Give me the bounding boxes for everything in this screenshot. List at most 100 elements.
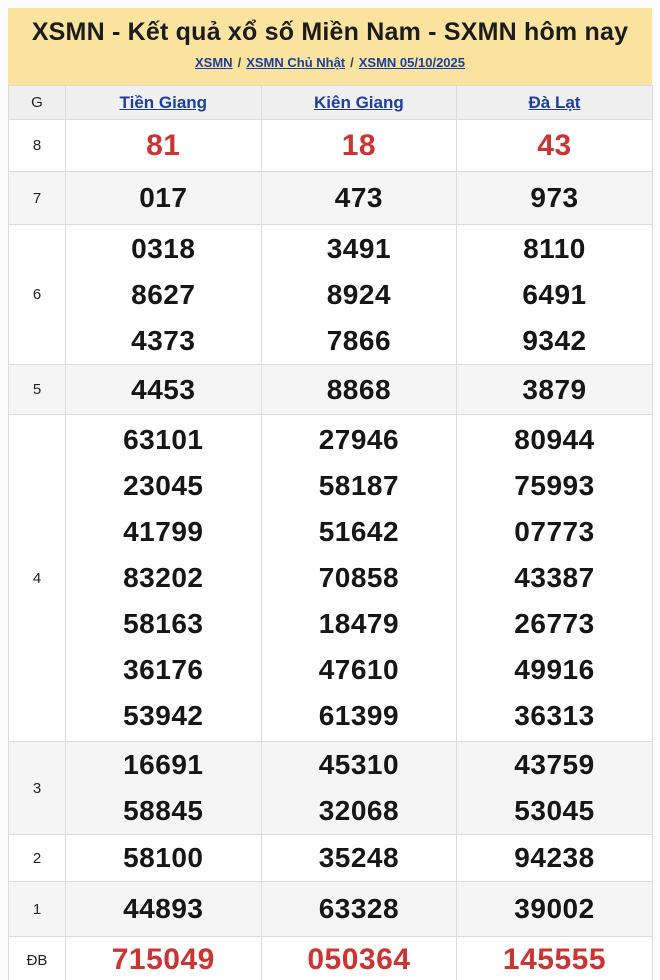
- prize-column-header: G: [8, 85, 66, 120]
- result-number: 43759: [514, 749, 595, 780]
- result-number: 58100: [123, 842, 204, 873]
- result-cell: 715049: [65, 936, 262, 980]
- table-header-row: G Tiền Giang Kiên Giang Đà Lạt: [8, 85, 653, 120]
- result-number: 47610: [318, 654, 400, 685]
- result-number: 715049: [111, 943, 215, 976]
- result-cell: 27946 58187 51642 70858 18479 47610 61399: [260, 414, 458, 742]
- prize-row-1: 1 44893 63328 39002: [8, 881, 653, 937]
- province-link-kien-giang[interactable]: Kiên Giang: [314, 92, 404, 112]
- result-cell: 4453: [65, 364, 262, 415]
- result-cell: 63328: [260, 881, 458, 937]
- breadcrumb-separator: /: [350, 54, 354, 70]
- prize-row-5: 5 4453 8868 3879: [8, 364, 653, 415]
- result-number: 9342: [522, 324, 587, 356]
- prize-label: 7: [8, 171, 66, 225]
- result-cell: 3879: [456, 364, 653, 415]
- result-cell: 145555: [456, 936, 653, 980]
- result-cell: 94238: [456, 834, 653, 882]
- result-cell: 8110 6491 9342: [456, 224, 653, 365]
- result-number: 050364: [307, 943, 411, 976]
- prize-label: ĐB: [8, 936, 66, 980]
- result-cell: 18: [260, 119, 458, 172]
- province-header: Đà Lạt: [456, 85, 653, 120]
- result-cell: 050364: [260, 936, 458, 980]
- result-number: 53942: [123, 700, 204, 731]
- prize-row-8: 8 81 18 43: [8, 119, 653, 172]
- result-number: 3491: [326, 232, 392, 264]
- prize-label: 5: [8, 364, 66, 415]
- result-number: 63328: [318, 893, 400, 924]
- result-number: 35248: [318, 842, 400, 873]
- result-cell: 81: [65, 119, 262, 172]
- result-number: 3879: [522, 373, 587, 405]
- province-header: Tiền Giang: [65, 85, 262, 120]
- result-header: XSMN - Kết quả xổ số Miền Nam - SXMN hôm…: [8, 8, 652, 85]
- result-number: 4373: [131, 324, 196, 356]
- prize-label: 3: [8, 741, 66, 835]
- result-cell: 3491 8924 7866: [260, 224, 458, 365]
- result-number: 58163: [123, 608, 204, 639]
- result-cell: 39002: [456, 881, 653, 937]
- result-number: 18479: [318, 608, 400, 639]
- prize-row-7: 7 017 473 973: [8, 171, 653, 225]
- result-number: 7866: [326, 324, 392, 356]
- result-cell: 44893: [65, 881, 262, 937]
- result-cell: 0318 8627 4373: [65, 224, 262, 365]
- result-number: 70858: [318, 562, 400, 593]
- result-number: 41799: [123, 516, 204, 547]
- result-number: 58845: [123, 795, 204, 826]
- breadcrumb-link-xsmn-date[interactable]: XSMN 05/10/2025: [358, 54, 465, 70]
- results-table: G Tiền Giang Kiên Giang Đà Lạt 8 81 18 43 7 0…: [8, 85, 653, 980]
- prize-row-2: 2 58100 35248 94238: [8, 834, 653, 882]
- result-cell: 45310 32068: [260, 741, 458, 835]
- result-number: 0318: [131, 232, 196, 264]
- result-number: 8110: [523, 232, 586, 264]
- result-number: 473: [334, 182, 383, 213]
- result-number: 16691: [123, 749, 204, 780]
- prize-label: 8: [8, 119, 66, 172]
- result-number: 26773: [514, 608, 595, 639]
- result-cell: 58100: [65, 834, 262, 882]
- breadcrumb: XSMN / XSMN Chủ Nhật / XSMN 05/10/2025: [8, 55, 652, 70]
- result-cell: 973: [456, 171, 653, 225]
- result-number: 61399: [318, 700, 400, 731]
- prize-row-4: 4 63101 23045 41799 83202 58163 36176 53942 2794…: [8, 414, 653, 742]
- result-cell: 473: [260, 171, 458, 225]
- result-number: 973: [530, 182, 579, 213]
- province-link-da-lat[interactable]: Đà Lạt: [528, 92, 581, 112]
- result-number: 32068: [318, 795, 400, 826]
- prize-row-6: 6 0318 8627 4373 3491 8924 7866 8110 6491 9342: [8, 224, 653, 365]
- result-number: 36313: [514, 700, 595, 731]
- breadcrumb-link-xsmn[interactable]: XSMN: [195, 54, 233, 70]
- result-number: 53045: [514, 795, 595, 826]
- result-number: 23045: [123, 470, 204, 501]
- result-cell: 8868: [260, 364, 458, 415]
- result-number: 63101: [123, 424, 204, 455]
- result-number: 83202: [123, 562, 204, 593]
- result-number: 27946: [318, 424, 400, 455]
- breadcrumb-link-xsmn-chu-nhat[interactable]: XSMN Chủ Nhật: [246, 54, 346, 70]
- result-number: 8627: [131, 278, 196, 310]
- result-number: 75993: [514, 470, 595, 501]
- result-number: 8868: [326, 373, 392, 405]
- result-number: 4453: [131, 373, 196, 405]
- province-link-tien-giang[interactable]: Tiền Giang: [119, 92, 208, 112]
- result-cell: 80944 75993 07773 43387 26773 49916 36313: [456, 414, 653, 742]
- result-cell: 43: [456, 119, 653, 172]
- result-number: 36176: [123, 654, 204, 685]
- result-number: 80944: [514, 424, 595, 455]
- result-number: 81: [146, 128, 181, 162]
- result-number: 45310: [318, 749, 400, 780]
- prize-label: 2: [8, 834, 66, 882]
- result-number: 017: [139, 182, 188, 213]
- result-number: 94238: [514, 842, 595, 873]
- result-number: 145555: [502, 943, 607, 976]
- result-number: 43387: [514, 562, 595, 593]
- result-cell: 16691 58845: [65, 741, 262, 835]
- result-number: 43: [537, 128, 572, 162]
- prize-label: 4: [8, 414, 66, 742]
- result-cell: 35248: [260, 834, 458, 882]
- prize-row-3: 3 16691 58845 45310 32068 43759 53045: [8, 741, 653, 835]
- result-number: 07773: [514, 516, 595, 547]
